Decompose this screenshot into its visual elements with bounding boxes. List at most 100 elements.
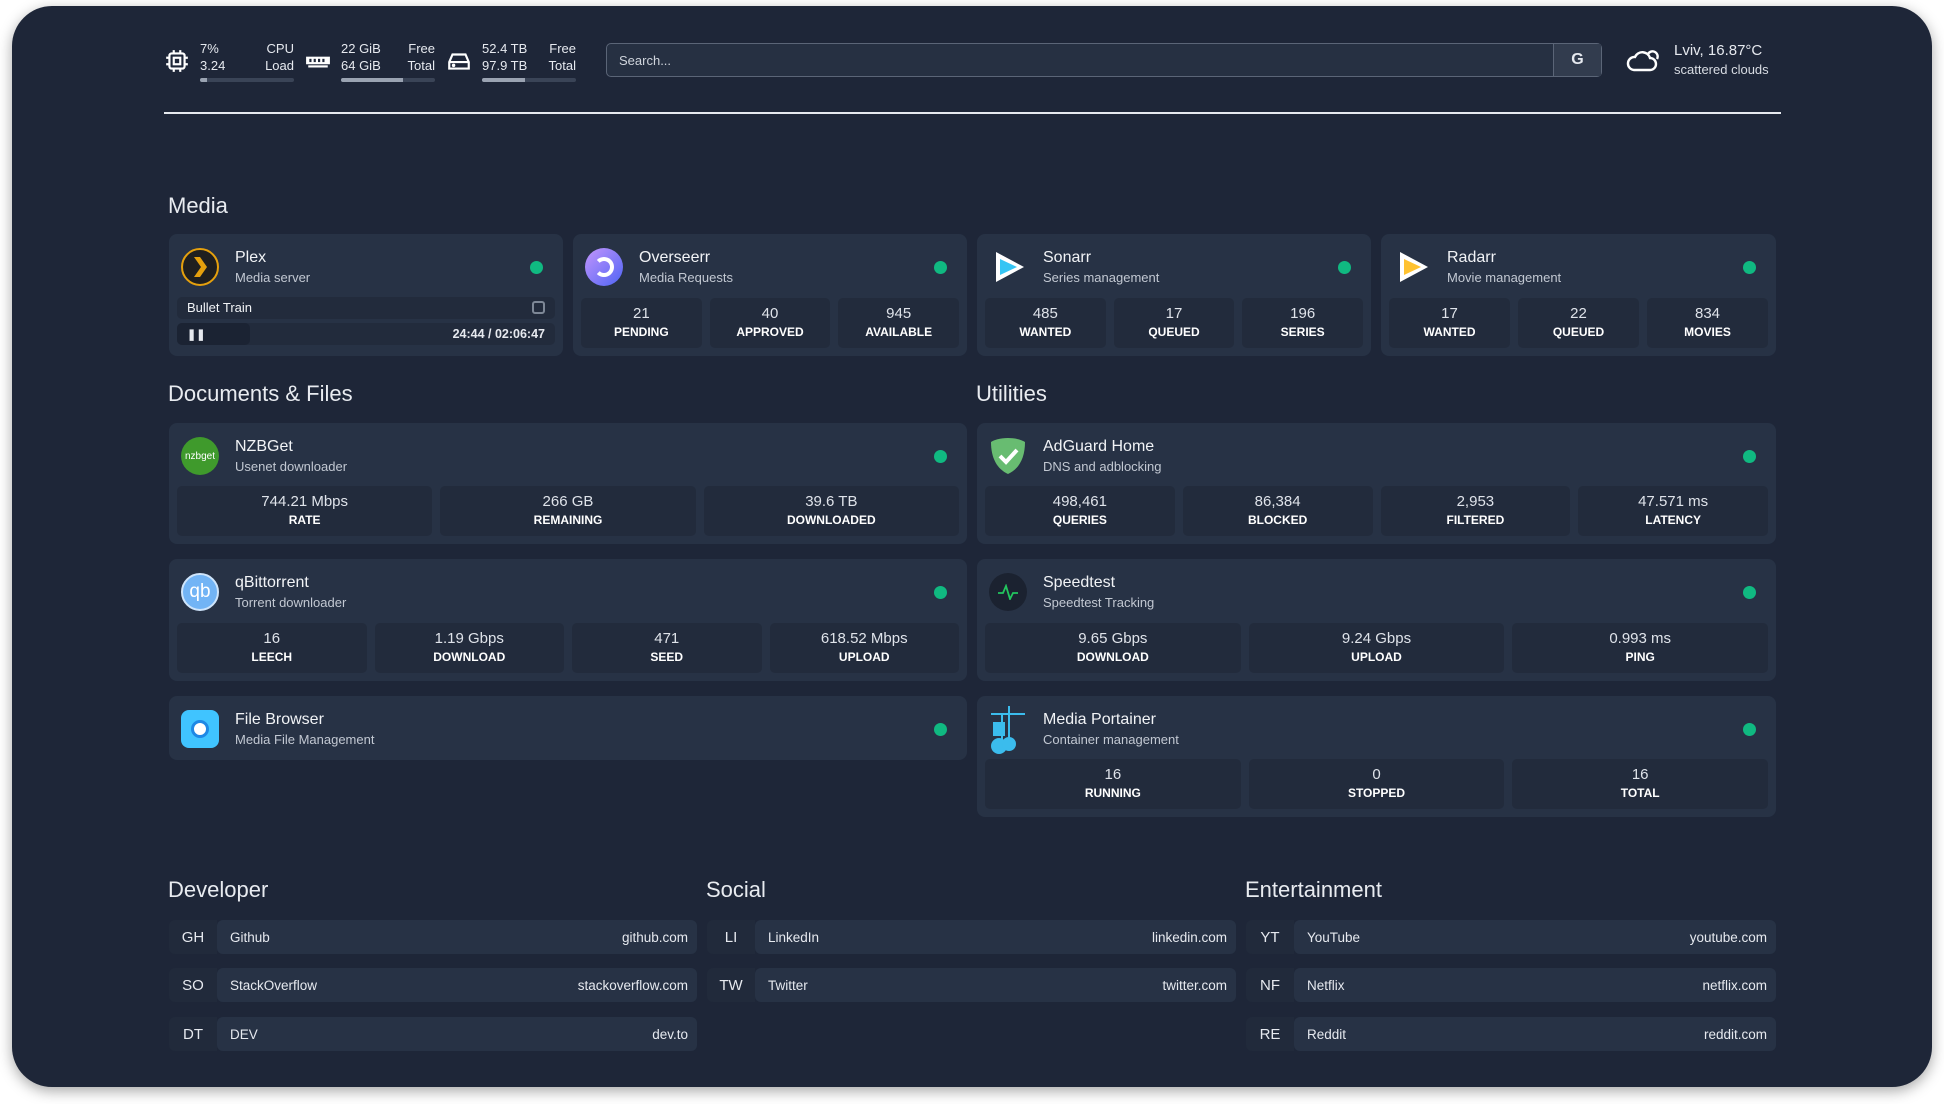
stat-value: 618.52 Mbps [820,630,908,647]
now-playing[interactable]: Bullet Train [177,297,555,319]
disk-icon [448,53,470,70]
stat-series: 196 Series [1242,298,1364,348]
disk-total: 97.9 TB [482,58,528,73]
section-title-entertainment: Entertainment [1245,877,1382,902]
stat-label: Queries [1052,513,1107,527]
stat-queued: 17 Queued [1113,298,1235,348]
bookmark-name: YouTube [1307,929,1361,945]
service-subtitle: Speedtest Tracking [1043,595,1155,610]
stat-value: 40 [761,305,779,322]
stat-label: Running [1084,786,1141,800]
stat-value: 39.6 TB [805,493,858,510]
status-dot [1338,261,1351,274]
memory-free: 22 GiB [341,41,381,56]
disk-usage-bar [482,78,576,82]
service-title: NZBGet [235,438,293,455]
stat-running: 16 Running [985,759,1241,809]
service-subtitle: Media server [235,270,311,285]
stat-label: Queued [1148,325,1200,339]
bookmark-twitter[interactable]: TW Twitter twitter.com [707,968,1236,1002]
stat-value: 17 [1165,305,1183,322]
stat-value: 47.571 ms [1638,493,1709,510]
pause-icon[interactable]: ❚❚ [187,328,206,341]
cpu-widget: 7% CPU 3.24 Load [164,40,294,84]
load-label: Load [265,58,294,73]
bookmark-linkedin[interactable]: LI LinkedIn linkedin.com [707,920,1236,954]
bookmark-github[interactable]: GH Github github.com [169,920,697,954]
bookmark-reddit[interactable]: RE Reddit reddit.com [1246,1017,1776,1051]
bookmark-url: twitter.com [1162,977,1227,993]
stat-label: Latency [1645,513,1702,527]
free-label: Free [408,41,435,56]
status-dot [934,586,947,599]
search-input[interactable] [607,44,1553,76]
stat-label: Leech [251,650,293,664]
service-card-speedtest[interactable]: Speedtest Speedtest Tracking 9.65 Gbps D… [977,559,1776,681]
stat-value: 21 [632,305,650,322]
weather-location-temp: Lviv, 16.87°C [1674,42,1763,59]
status-dot [1743,586,1756,599]
bookmark-url: youtube.com [1689,929,1767,945]
total-label: Total [407,58,435,73]
service-subtitle: Movie management [1447,270,1562,285]
bookmark-netflix[interactable]: NF Netflix netflix.com [1246,968,1776,1002]
memory-widget: 22 GiB Free 64 GiB Total [305,40,435,84]
service-card-plex[interactable]: Plex Media server Bullet Train ❚❚ 24:44 … [169,234,563,356]
stat-movies: 834 Movies [1647,298,1768,348]
stat-label: Total [1620,786,1660,800]
status-dot [1743,450,1756,463]
dashboard-window [12,6,1932,1087]
service-card-nzbget[interactable]: nzbget NZBGet Usenet downloader 744.21 M… [169,423,967,544]
stat-value: 2,953 [1456,493,1495,510]
stat-label: Ping [1625,650,1655,664]
stat-label: Pending [613,325,669,339]
service-card-overseerr[interactable]: Overseerr Media Requests 21 Pending 40 A… [573,234,967,356]
stat-leech: 16 Leech [177,623,367,673]
stat-value: 945 [886,305,912,322]
stat-value: 9.65 Gbps [1078,630,1148,647]
stat-label: Blocked [1247,513,1308,527]
cpu-icon [166,50,188,72]
service-card-portainer[interactable]: Media Portainer Container management 16 … [977,696,1776,817]
cpu-load: 3.24 [200,58,226,73]
stat-downloaded: 39.6 TB Downloaded [703,486,959,536]
section-title-media: Media [168,193,228,218]
service-card-sonarr[interactable]: Sonarr Series management 485 Wanted 17 Q… [977,234,1371,356]
free-label: Free [549,41,576,56]
radarr-icon [1393,248,1447,286]
bookmark-name: DEV [230,1026,258,1042]
stat-available: 945 Available [838,298,960,348]
bookmark-url: netflix.com [1702,977,1767,993]
stat-total: 16 Total [1512,759,1769,809]
bookmark-name: Github [230,929,270,945]
stat-remaining: 266 GB Remaining [440,486,696,536]
playback-time: 24:44 / 02:06:47 [452,327,545,341]
bookmark-dev[interactable]: DT DEV dev.to [169,1017,697,1051]
bookmark-youtube[interactable]: YT YouTube youtube.com [1246,920,1776,954]
stat-value: 9.24 Gbps [1341,630,1412,647]
cpu-label: CPU [266,41,294,56]
stat-label: Movies [1684,325,1731,339]
bookmark-stackoverflow[interactable]: SO StackOverflow stackoverflow.com [169,968,697,1002]
memory-total: 64 GiB [341,58,381,73]
memory-icon [306,56,330,68]
search-provider-button[interactable]: G [1553,44,1601,76]
bookmark-name: Twitter [768,977,808,993]
service-card-qbittorrent[interactable]: qb qBittorrent Torrent downloader 16 Lee… [169,559,967,681]
search-bar: G [606,43,1602,77]
stat-value: 16 [1104,766,1122,783]
total-label: Total [548,58,576,73]
sonarr-icon [989,248,1043,286]
bookmark-name: StackOverflow [230,977,318,993]
stat-label: Downloaded [786,513,876,527]
status-dot [1743,261,1756,274]
service-card-radarr[interactable]: Radarr Movie management 17 Wanted 22 Que… [1381,234,1776,356]
service-title: Overseerr [639,249,711,266]
status-dot [1743,723,1756,736]
service-card-adguard[interactable]: AdGuard Home DNS and adblocking 498,461 … [977,423,1776,544]
stat-label: Download [433,650,506,664]
service-card-filebrowser[interactable]: File Browser Media File Management [169,696,967,760]
direct-play-icon [532,301,545,314]
stat-label: Queued [1552,325,1605,339]
stat-label: Seed [650,650,684,664]
